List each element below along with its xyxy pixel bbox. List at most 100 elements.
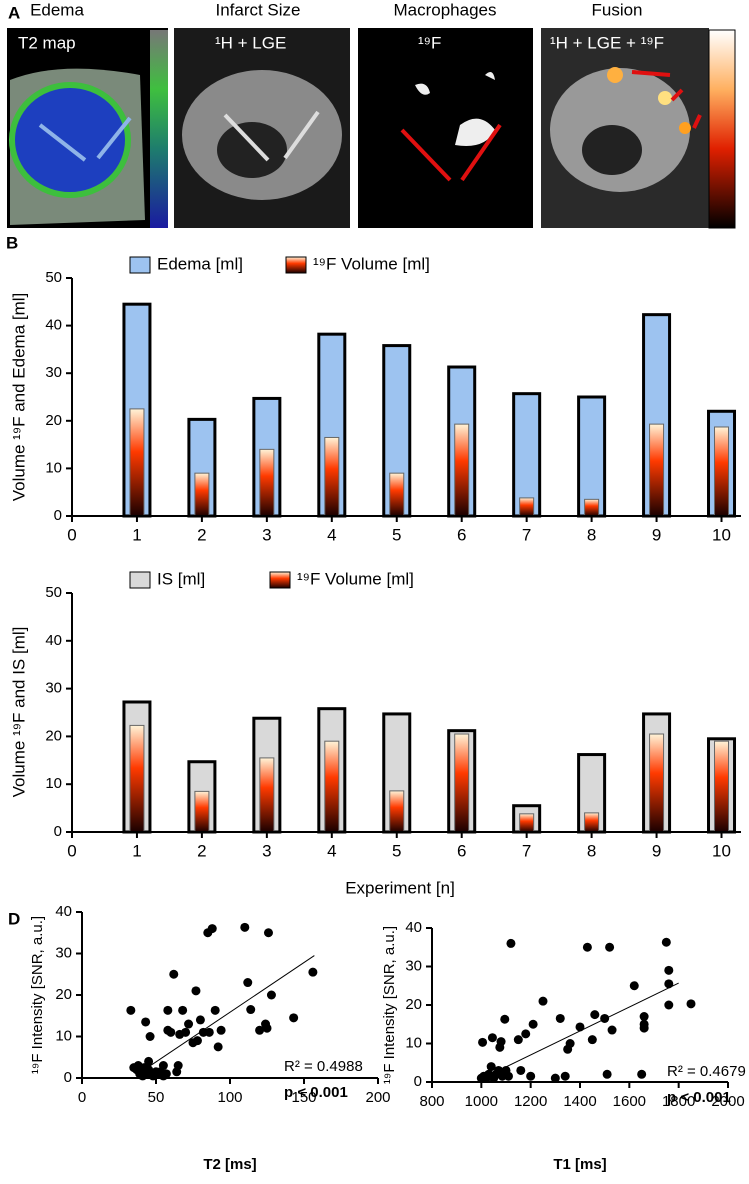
y-tick-label: 20 (55, 986, 72, 1003)
point (555, 1013, 565, 1023)
legend-label: Edema [ml] (157, 254, 243, 273)
image-label: ¹H + LGE (215, 33, 286, 52)
bar (649, 423, 665, 517)
y-tick-label: 10 (55, 1027, 72, 1044)
marker-line (400, 128, 452, 182)
x-tick-label: 1800 (662, 1093, 695, 1110)
bar (259, 757, 275, 833)
annotation: R² = 0.4679 (667, 1063, 746, 1080)
marker-line (223, 113, 270, 162)
colorbar (150, 30, 168, 228)
bar (714, 740, 730, 833)
point (263, 928, 273, 938)
x-axis-label: T1 [ms] (553, 1156, 606, 1173)
bar (259, 448, 275, 517)
x-tick-label: 8 (587, 841, 596, 860)
point (587, 1035, 597, 1045)
image-label: ¹⁹F (418, 33, 441, 52)
x-tick-label: 50 (148, 1089, 165, 1106)
y-tick-label: 40 (45, 317, 62, 334)
y-tick-label: 40 (55, 903, 72, 920)
x-tick-label: 1000 (465, 1093, 498, 1110)
y-tick-label: 10 (45, 775, 62, 792)
image-cavity (217, 122, 287, 178)
point (243, 978, 253, 988)
point (145, 1032, 155, 1041)
marker-line (283, 110, 320, 160)
point (664, 965, 674, 975)
point (664, 1000, 674, 1010)
point (639, 1023, 649, 1033)
x-tick-label: 2000 (711, 1093, 744, 1110)
legend-swatch (285, 256, 307, 274)
image-cavity (582, 125, 642, 175)
point (478, 1037, 488, 1047)
x-tick-label: 0 (67, 841, 76, 860)
point (590, 1010, 600, 1020)
x-tick-label: 2 (197, 841, 206, 860)
bar (512, 392, 542, 518)
annotation: p < 0.001 (284, 1084, 348, 1101)
x-tick-label: 3 (262, 525, 271, 544)
x-tick-label: 5 (392, 525, 401, 544)
x-tick-label: 1200 (514, 1093, 547, 1110)
x-tick-label: 1600 (613, 1093, 646, 1110)
point (166, 1027, 176, 1037)
point (262, 1023, 272, 1033)
image-signal (679, 122, 691, 134)
image (358, 28, 533, 228)
point (210, 1005, 220, 1015)
point (575, 1022, 585, 1032)
point (266, 990, 276, 1000)
bar (519, 497, 535, 517)
point (184, 1019, 194, 1029)
x-tick-label: 6 (457, 841, 466, 860)
image-label: T2 map (18, 33, 76, 52)
point (661, 937, 671, 947)
x-tick-label: 7 (522, 841, 531, 860)
bar (389, 790, 405, 833)
point (207, 924, 217, 934)
y-tick-label: 10 (45, 459, 62, 476)
point (161, 1069, 171, 1079)
image-title: Edema (30, 0, 84, 19)
point (246, 1005, 256, 1015)
point (565, 1039, 575, 1048)
point (126, 1005, 136, 1015)
point (639, 1012, 649, 1022)
x-tick-label: 0 (67, 525, 76, 544)
annotation: R² = 0.4988 (284, 1058, 363, 1075)
point (513, 1035, 523, 1045)
bar (324, 436, 340, 517)
point (582, 942, 592, 952)
point (664, 979, 674, 989)
image-title: Fusion (591, 0, 642, 19)
bar (454, 423, 470, 517)
x-tick-label: 0 (78, 1089, 86, 1106)
y-tick-label: 0 (54, 507, 62, 524)
bar (194, 472, 210, 517)
image-signal (607, 67, 623, 83)
y-tick-label: 40 (405, 919, 422, 936)
x-tick-label: 10 (712, 525, 731, 544)
marker-line (96, 116, 132, 160)
panel-label: D (8, 909, 20, 928)
point (173, 1061, 183, 1071)
y-tick-label: 0 (54, 823, 62, 840)
point (607, 1025, 617, 1035)
point (213, 1042, 223, 1052)
panel-label: B (6, 233, 18, 252)
point (629, 981, 639, 991)
x-tick-label: 1400 (563, 1093, 596, 1110)
x-axis-label: Experiment [n] (345, 878, 455, 897)
x-tick-label: 1 (132, 525, 141, 544)
x-tick-label: 8 (587, 525, 596, 544)
point (216, 1025, 226, 1035)
point (560, 1071, 570, 1081)
bar (389, 472, 405, 517)
x-tick-label: 9 (652, 841, 661, 860)
panel-a (7, 28, 736, 229)
legend-label: IS [ml] (157, 569, 205, 588)
bar (129, 724, 145, 833)
